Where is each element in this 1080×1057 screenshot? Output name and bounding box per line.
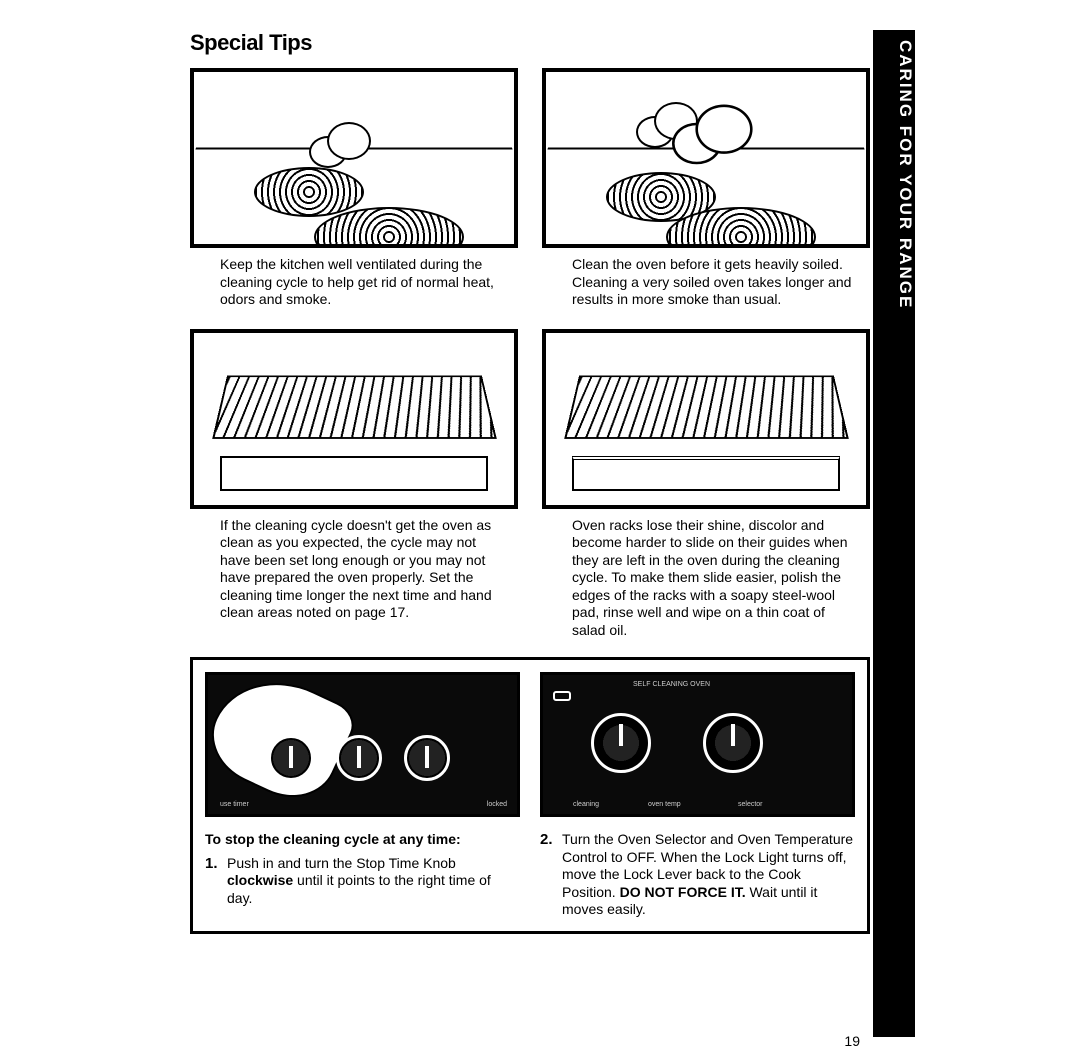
tip-block: Clean the oven before it gets heavily so…: [542, 68, 870, 309]
page-title: Special Tips: [190, 30, 870, 56]
stop-heading: To stop the cleaning cycle at any time:: [205, 831, 520, 849]
step-number: 2.: [540, 831, 556, 919]
page-content: Special Tips Keep the kitchen well venti…: [190, 30, 870, 934]
panel-label: oven temp: [648, 801, 681, 808]
tip-block: Oven racks lose their shine, discolor an…: [542, 329, 870, 640]
tip-block: Keep the kitchen well ventilated during …: [190, 68, 518, 309]
page-number: 19: [844, 1033, 860, 1049]
step-text-bold: DO NOT FORCE IT.: [620, 884, 746, 900]
stop-cycle-section: use timer locked SELF CLEANING OVEN clea…: [190, 657, 870, 934]
illustration-oven-racks: [542, 329, 870, 509]
illustration-control-panel-knobs: SELF CLEANING OVEN cleaning oven temp se…: [540, 672, 855, 817]
step-text-pre: Push in and turn the Stop Time Knob: [227, 855, 456, 871]
panel-label: SELF CLEANING OVEN: [633, 681, 710, 688]
step-2: 2. Turn the Oven Selector and Oven Tempe…: [540, 831, 855, 919]
tip-caption: Oven racks lose their shine, discolor an…: [542, 517, 870, 640]
step-text: Turn the Oven Selector and Oven Temperat…: [562, 831, 855, 919]
section-tab: CARING FOR YOUR RANGE: [873, 30, 915, 330]
stop-column-right: 2. Turn the Oven Selector and Oven Tempe…: [540, 831, 855, 919]
tip-caption: Keep the kitchen well ventilated during …: [190, 256, 518, 309]
step-1: 1. Push in and turn the Stop Time Knob c…: [205, 855, 520, 908]
panel-label: use timer: [220, 801, 249, 808]
tip-caption: If the cleaning cycle doesn't get the ov…: [190, 517, 518, 622]
panel-label: cleaning: [573, 801, 599, 808]
tips-grid: Keep the kitchen well ventilated during …: [190, 68, 870, 639]
illustration-stovetop-vent: [190, 68, 518, 248]
step-number: 1.: [205, 855, 221, 908]
illustration-control-panel-hand: use timer locked: [205, 672, 520, 817]
illustration-stovetop-soiled: [542, 68, 870, 248]
tip-caption: Clean the oven before it gets heavily so…: [542, 256, 870, 309]
panel-label: selector: [738, 801, 763, 808]
tip-block: If the cleaning cycle doesn't get the ov…: [190, 329, 518, 640]
step-text: Push in and turn the Stop Time Knob cloc…: [227, 855, 520, 908]
step-text-bold: clockwise: [227, 872, 293, 888]
panel-label: locked: [487, 801, 507, 808]
stop-column-left: To stop the cleaning cycle at any time: …: [205, 831, 520, 919]
section-tab-fill: [873, 330, 915, 1037]
illustration-oven-interior: [190, 329, 518, 509]
